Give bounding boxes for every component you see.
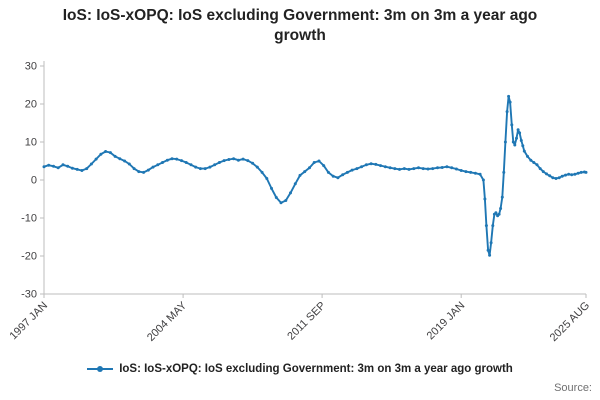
legend: IoS: IoS-xOPQ: IoS excluding Government:… <box>0 363 600 375</box>
legend-dot-icon <box>97 366 104 372</box>
svg-text:-30: -30 <box>21 289 37 301</box>
source-label: Source: <box>554 382 592 394</box>
svg-text:1997 JAN: 1997 JAN <box>7 300 50 343</box>
svg-text:-20: -20 <box>21 251 37 263</box>
legend-label: IoS: IoS-xOPQ: IoS excluding Government:… <box>119 363 513 375</box>
svg-text:2011 SEP: 2011 SEP <box>285 300 328 343</box>
svg-text:2004 MAY: 2004 MAY <box>145 299 190 344</box>
svg-text:2019 JAN: 2019 JAN <box>425 300 468 343</box>
svg-text:2025 AUG: 2025 AUG <box>548 300 592 344</box>
svg-text:10: 10 <box>25 137 37 149</box>
svg-text:30: 30 <box>25 61 37 73</box>
chart-title: IoS: IoS-xOPQ: IoS excluding Government:… <box>62 7 538 45</box>
svg-text:20: 20 <box>25 99 37 111</box>
svg-text:-10: -10 <box>21 213 37 225</box>
svg-text:0: 0 <box>31 175 37 187</box>
line-marker-icon <box>87 366 114 372</box>
line-chart: -30 -20 -10 0 10 20 30 1997 JAN 2004 MAY 2011 SEP… <box>7 61 592 345</box>
